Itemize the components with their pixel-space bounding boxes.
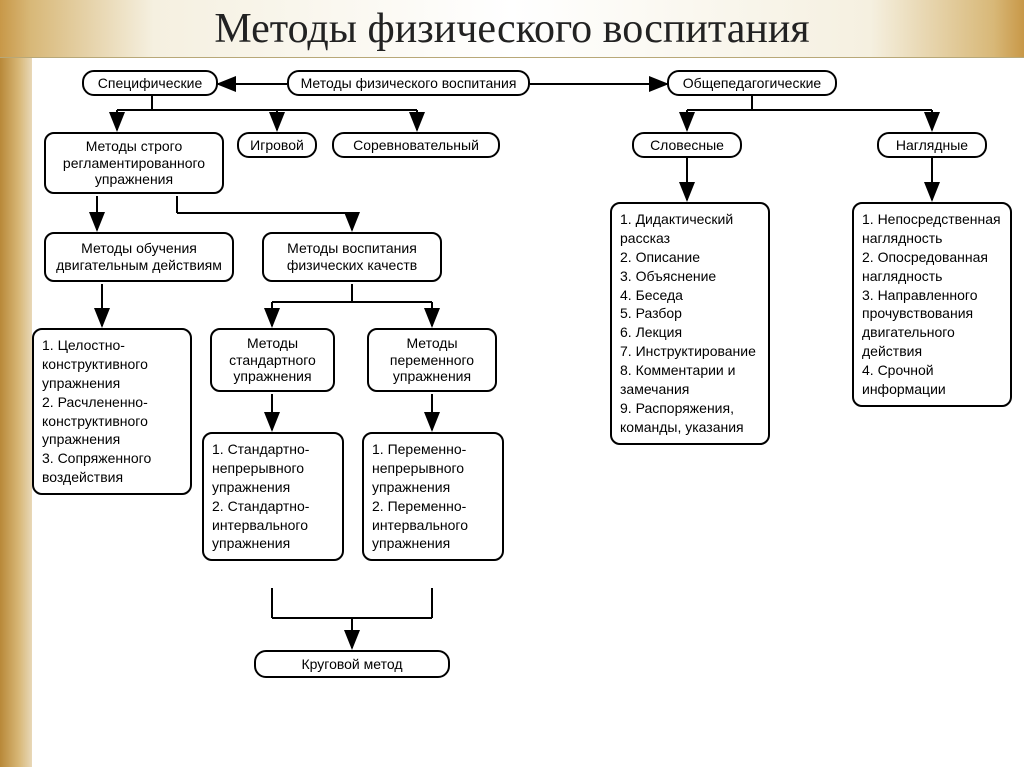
left-decorative-strip bbox=[0, 58, 32, 767]
list-std-items: 1. Стандартно-непрерывного упражнения 2.… bbox=[202, 432, 344, 561]
node-circular: Круговой метод bbox=[254, 650, 450, 678]
node-var-method: Методы переменного упражнения bbox=[367, 328, 497, 392]
list-var-items: 1. Переменно-непрерывного упражнения 2. … bbox=[362, 432, 504, 561]
list-verbal-items: 1. Дидактический рассказ 2. Описание 3. … bbox=[610, 202, 770, 445]
node-visual: Наглядные bbox=[877, 132, 987, 158]
node-competitive: Соревновательный bbox=[332, 132, 500, 158]
node-learn-motion: Методы обучения двигательным действиям bbox=[44, 232, 234, 282]
node-specific: Специфические bbox=[82, 70, 218, 96]
node-verbal: Словесные bbox=[632, 132, 742, 158]
title-bar: Методы физического воспитания bbox=[0, 0, 1024, 58]
page-title: Методы физического воспитания bbox=[214, 5, 809, 53]
node-general: Общепедагогические bbox=[667, 70, 837, 96]
node-root: Методы физического воспитания bbox=[287, 70, 530, 96]
list-constructive: 1. Целостно-конструктивного упражнения 2… bbox=[32, 328, 192, 495]
node-strict-reg: Методы строго регламентированного упражн… bbox=[44, 132, 224, 194]
list-visual-items: 1. Непосредственная наглядность 2. Опоср… bbox=[852, 202, 1012, 407]
node-phys-qual: Методы воспитания физических качеств bbox=[262, 232, 442, 282]
node-game: Игровой bbox=[237, 132, 317, 158]
diagram-canvas: Специфические Методы физического воспита… bbox=[32, 58, 1024, 767]
node-std-method: Методы стандартного упражнения bbox=[210, 328, 335, 392]
